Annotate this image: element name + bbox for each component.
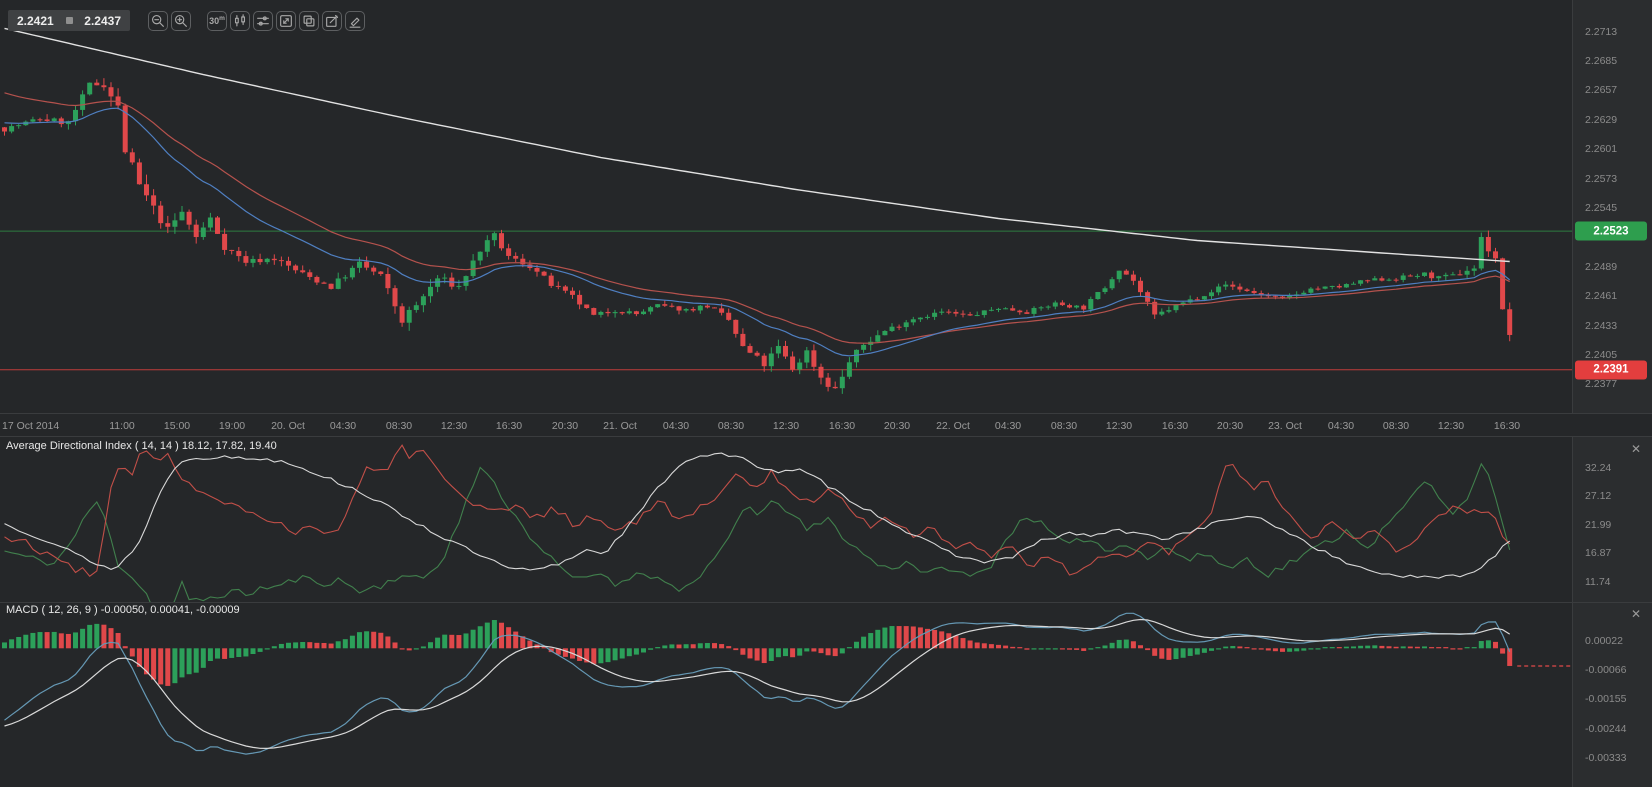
price-badge-green: 2.2523 xyxy=(1575,221,1647,241)
chart-toolbar: 2.2421 2.2437 30m xyxy=(8,10,368,31)
adx-axis[interactable]: ✕ 32.24 27.12 21.99 16.87 11.74 xyxy=(1572,437,1652,602)
time-axis-label: 16:30 xyxy=(1161,420,1189,432)
axis-tick-label: 2.2629 xyxy=(1585,113,1618,126)
timeframe-30m-icon: 30m xyxy=(209,14,225,26)
time-axis-label: 12:30 xyxy=(772,420,800,432)
axis-tick-label: 2.2405 xyxy=(1585,349,1618,362)
time-axis-label: 20:30 xyxy=(883,420,911,432)
edit-square-icon xyxy=(326,14,339,27)
marker-button[interactable] xyxy=(345,10,365,31)
zoom-out-icon xyxy=(152,14,164,27)
chart-type-button[interactable] xyxy=(230,10,250,31)
candlestick-icon xyxy=(234,13,246,26)
time-axis-label: 08:30 xyxy=(385,420,413,432)
time-axis-label: 12:30 xyxy=(1437,420,1465,432)
macd-pane-canvas[interactable] xyxy=(0,602,1572,787)
time-axis-label: 21. Oct xyxy=(603,420,637,432)
edit-button[interactable] xyxy=(322,10,342,31)
zoom-in-button[interactable] xyxy=(171,10,191,31)
macd-indicator-title[interactable]: MACD ( 12, 26, 9 ) -0.00050, 0.00041, -0… xyxy=(6,604,240,616)
axis-tick-label: -0.00066 xyxy=(1585,664,1627,677)
pane-separator[interactable] xyxy=(0,602,1652,603)
macd-close-button[interactable]: ✕ xyxy=(1630,607,1642,621)
zoom-in-icon xyxy=(175,14,187,27)
bid-price: 2.2421 xyxy=(17,13,54,28)
time-axis-label: 08:30 xyxy=(1382,420,1410,432)
axis-tick-label: -0.00155 xyxy=(1585,693,1627,706)
axis-tick-label: 2.2685 xyxy=(1585,54,1618,67)
adx-pane-canvas[interactable] xyxy=(0,437,1572,602)
time-axis-label: 08:30 xyxy=(1050,420,1078,432)
time-axis-label: 12:30 xyxy=(440,420,468,432)
axis-tick-label: -0.00244 xyxy=(1585,722,1627,735)
axis-tick-label: 0.00022 xyxy=(1585,635,1623,648)
time-axis-label: 11:00 xyxy=(109,420,135,432)
axis-tick-label: 32.24 xyxy=(1585,462,1612,474)
axis-tick-label: 16.87 xyxy=(1585,547,1612,560)
time-axis-label: 19:00 xyxy=(218,420,246,432)
axis-tick-label: -0.00333 xyxy=(1585,752,1627,765)
marker-pen-icon xyxy=(349,17,361,28)
time-axis-label: 08:30 xyxy=(717,420,745,432)
axis-tick-label: 2.2601 xyxy=(1585,143,1618,156)
price-badge-red: 2.2391 xyxy=(1575,360,1647,380)
adx-close-button[interactable]: ✕ xyxy=(1630,442,1642,456)
time-axis-label: 16:30 xyxy=(1493,420,1521,432)
indicators-button[interactable] xyxy=(253,10,273,31)
price-pane-canvas[interactable] xyxy=(0,0,1572,413)
time-axis-label: 04:30 xyxy=(662,420,690,432)
duplicate-button[interactable] xyxy=(299,10,319,31)
timeframe-button[interactable]: 30m xyxy=(207,10,227,31)
time-axis-label: 16:30 xyxy=(828,420,856,432)
time-axis[interactable]: 17 Oct 2014 11:00 15:00 19:00 20. Oct 04:30 08… xyxy=(0,413,1652,437)
time-axis-label: 16:30 xyxy=(495,420,523,432)
adx-indicator-title[interactable]: Average Directional Index ( 14, 14 ) 18.… xyxy=(6,440,277,452)
sliders-icon xyxy=(257,15,269,26)
time-axis-label: 04:30 xyxy=(329,420,357,432)
axis-tick-label: 2.2573 xyxy=(1585,172,1618,185)
axis-tick-label: 2.2377 xyxy=(1585,378,1618,391)
time-axis-label: 20:30 xyxy=(1216,420,1244,432)
copy-icon xyxy=(303,15,315,26)
zoom-out-button[interactable] xyxy=(148,10,168,31)
axis-tick-label: 11.74 xyxy=(1585,575,1611,588)
time-axis-label: 20. Oct xyxy=(271,420,305,432)
resize-icon xyxy=(280,14,292,27)
axis-tick-label: 2.2461 xyxy=(1585,290,1618,303)
time-axis-label: 12:30 xyxy=(1105,420,1133,432)
time-axis-label: 20:30 xyxy=(551,420,579,432)
axis-tick-label: 21.99 xyxy=(1585,518,1612,531)
macd-axis[interactable]: ✕ 0.00022 -0.00066 -0.00155 -0.00244 -0.0033… xyxy=(1572,602,1652,787)
time-axis-label: 15:00 xyxy=(163,420,191,432)
axis-tick-label: 27.12 xyxy=(1585,490,1612,503)
price-axis[interactable]: 2.2523 2.2391 2.2713 2.2685 2.2657 2.2629 2.… xyxy=(1572,0,1652,413)
axis-tick-label: 2.2489 xyxy=(1585,260,1618,273)
axis-tick-label: 2.2433 xyxy=(1585,319,1618,332)
time-axis-label: 04:30 xyxy=(1327,420,1355,432)
quote-separator-icon xyxy=(65,17,73,24)
axis-tick-label: 2.2657 xyxy=(1585,84,1618,97)
time-axis-label: 22. Oct xyxy=(936,420,970,432)
bid-ask-quote-box[interactable]: 2.2421 2.2437 xyxy=(8,10,130,31)
axis-tick-label: 2.2713 xyxy=(1585,25,1618,38)
time-axis-label: 23. Oct xyxy=(1268,420,1302,432)
time-axis-label: 04:30 xyxy=(994,420,1022,432)
expand-button[interactable] xyxy=(276,10,296,31)
axis-tick-label: 2.2545 xyxy=(1585,201,1618,214)
ask-price: 2.2437 xyxy=(84,13,121,28)
time-axis-label: 17 Oct 2014 xyxy=(2,420,60,432)
